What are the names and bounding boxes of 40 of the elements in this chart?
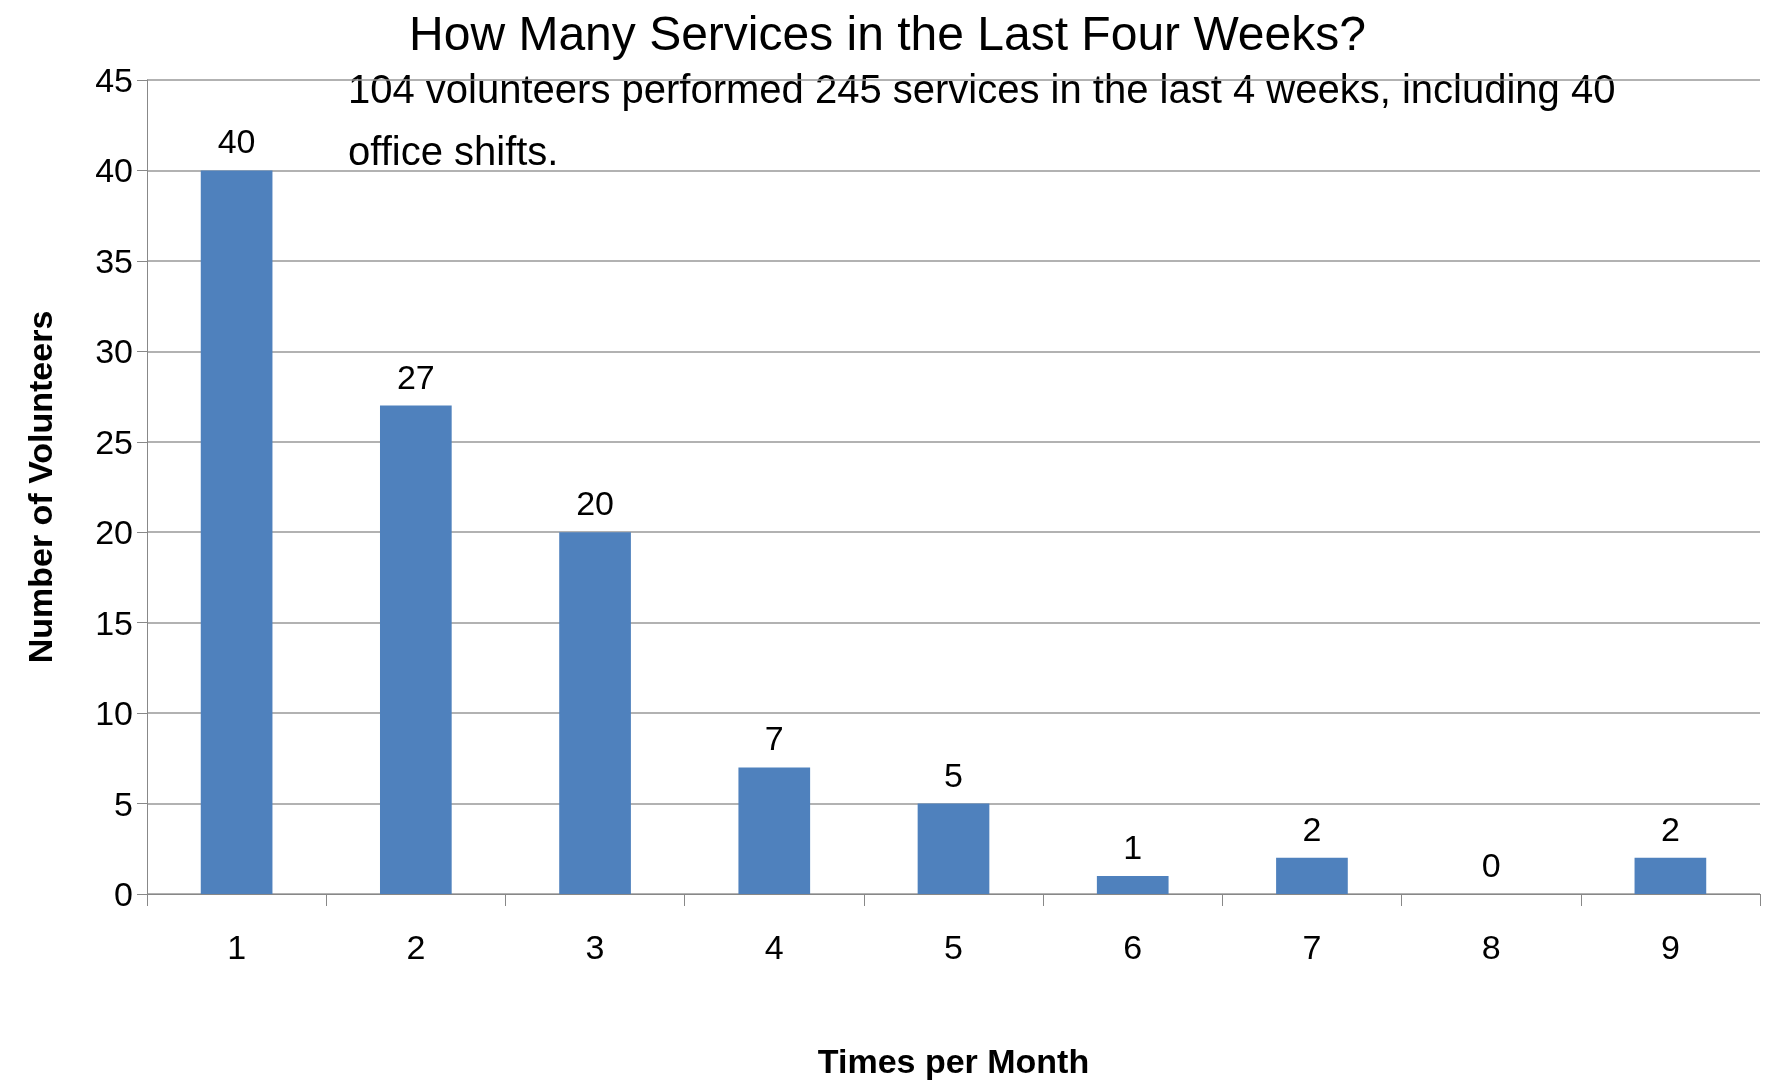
bar xyxy=(1096,875,1169,894)
y-tick-label: 25 xyxy=(95,422,133,461)
data-label: 20 xyxy=(576,484,614,523)
y-tick-label: 40 xyxy=(95,151,133,190)
y-tick-label: 10 xyxy=(95,694,133,733)
data-label: 40 xyxy=(217,122,256,161)
bar xyxy=(1634,857,1707,894)
data-label: 2 xyxy=(1660,809,1680,848)
y-tick-label: 0 xyxy=(114,875,133,913)
x-tick-label: 7 xyxy=(1302,928,1322,966)
x-tick-label: 8 xyxy=(1481,928,1501,966)
bar xyxy=(917,803,990,894)
x-tick-label: 3 xyxy=(585,928,605,966)
data-label: 27 xyxy=(396,357,435,396)
x-tick-label: 2 xyxy=(406,928,426,966)
y-tick-label: 35 xyxy=(95,241,133,280)
data-label: 7 xyxy=(764,719,784,758)
y-tick-label: 30 xyxy=(95,332,133,371)
data-label: 0 xyxy=(1481,846,1501,884)
x-tick-label: 1 xyxy=(227,928,247,966)
chart-title: How Many Services in the Last Four Weeks? xyxy=(409,6,1366,60)
x-tick-label: 5 xyxy=(944,928,963,966)
data-label: 2 xyxy=(1302,809,1322,848)
annotation: 104 volunteers performed 245 services in the last 4 weeks, including 40 office shifts. xyxy=(348,67,1627,173)
y-tick-label: 20 xyxy=(95,513,133,552)
x-tick-label: 6 xyxy=(1123,928,1143,966)
x-tick-label: 9 xyxy=(1660,928,1680,966)
y-tick-label: 15 xyxy=(95,603,133,642)
x-tick-label: 4 xyxy=(764,928,784,966)
y-axis-title: Number of Volunteers xyxy=(21,310,59,664)
bar xyxy=(738,767,811,894)
bar xyxy=(200,170,273,894)
bar xyxy=(379,405,452,894)
bar xyxy=(1276,857,1348,894)
bar xyxy=(559,532,631,894)
data-label: 5 xyxy=(944,755,963,794)
x-axis-title: Times per Month xyxy=(817,1042,1090,1080)
y-tick-label: 45 xyxy=(95,61,133,99)
data-label: 1 xyxy=(1123,827,1143,866)
y-tick-label: 5 xyxy=(114,784,133,823)
